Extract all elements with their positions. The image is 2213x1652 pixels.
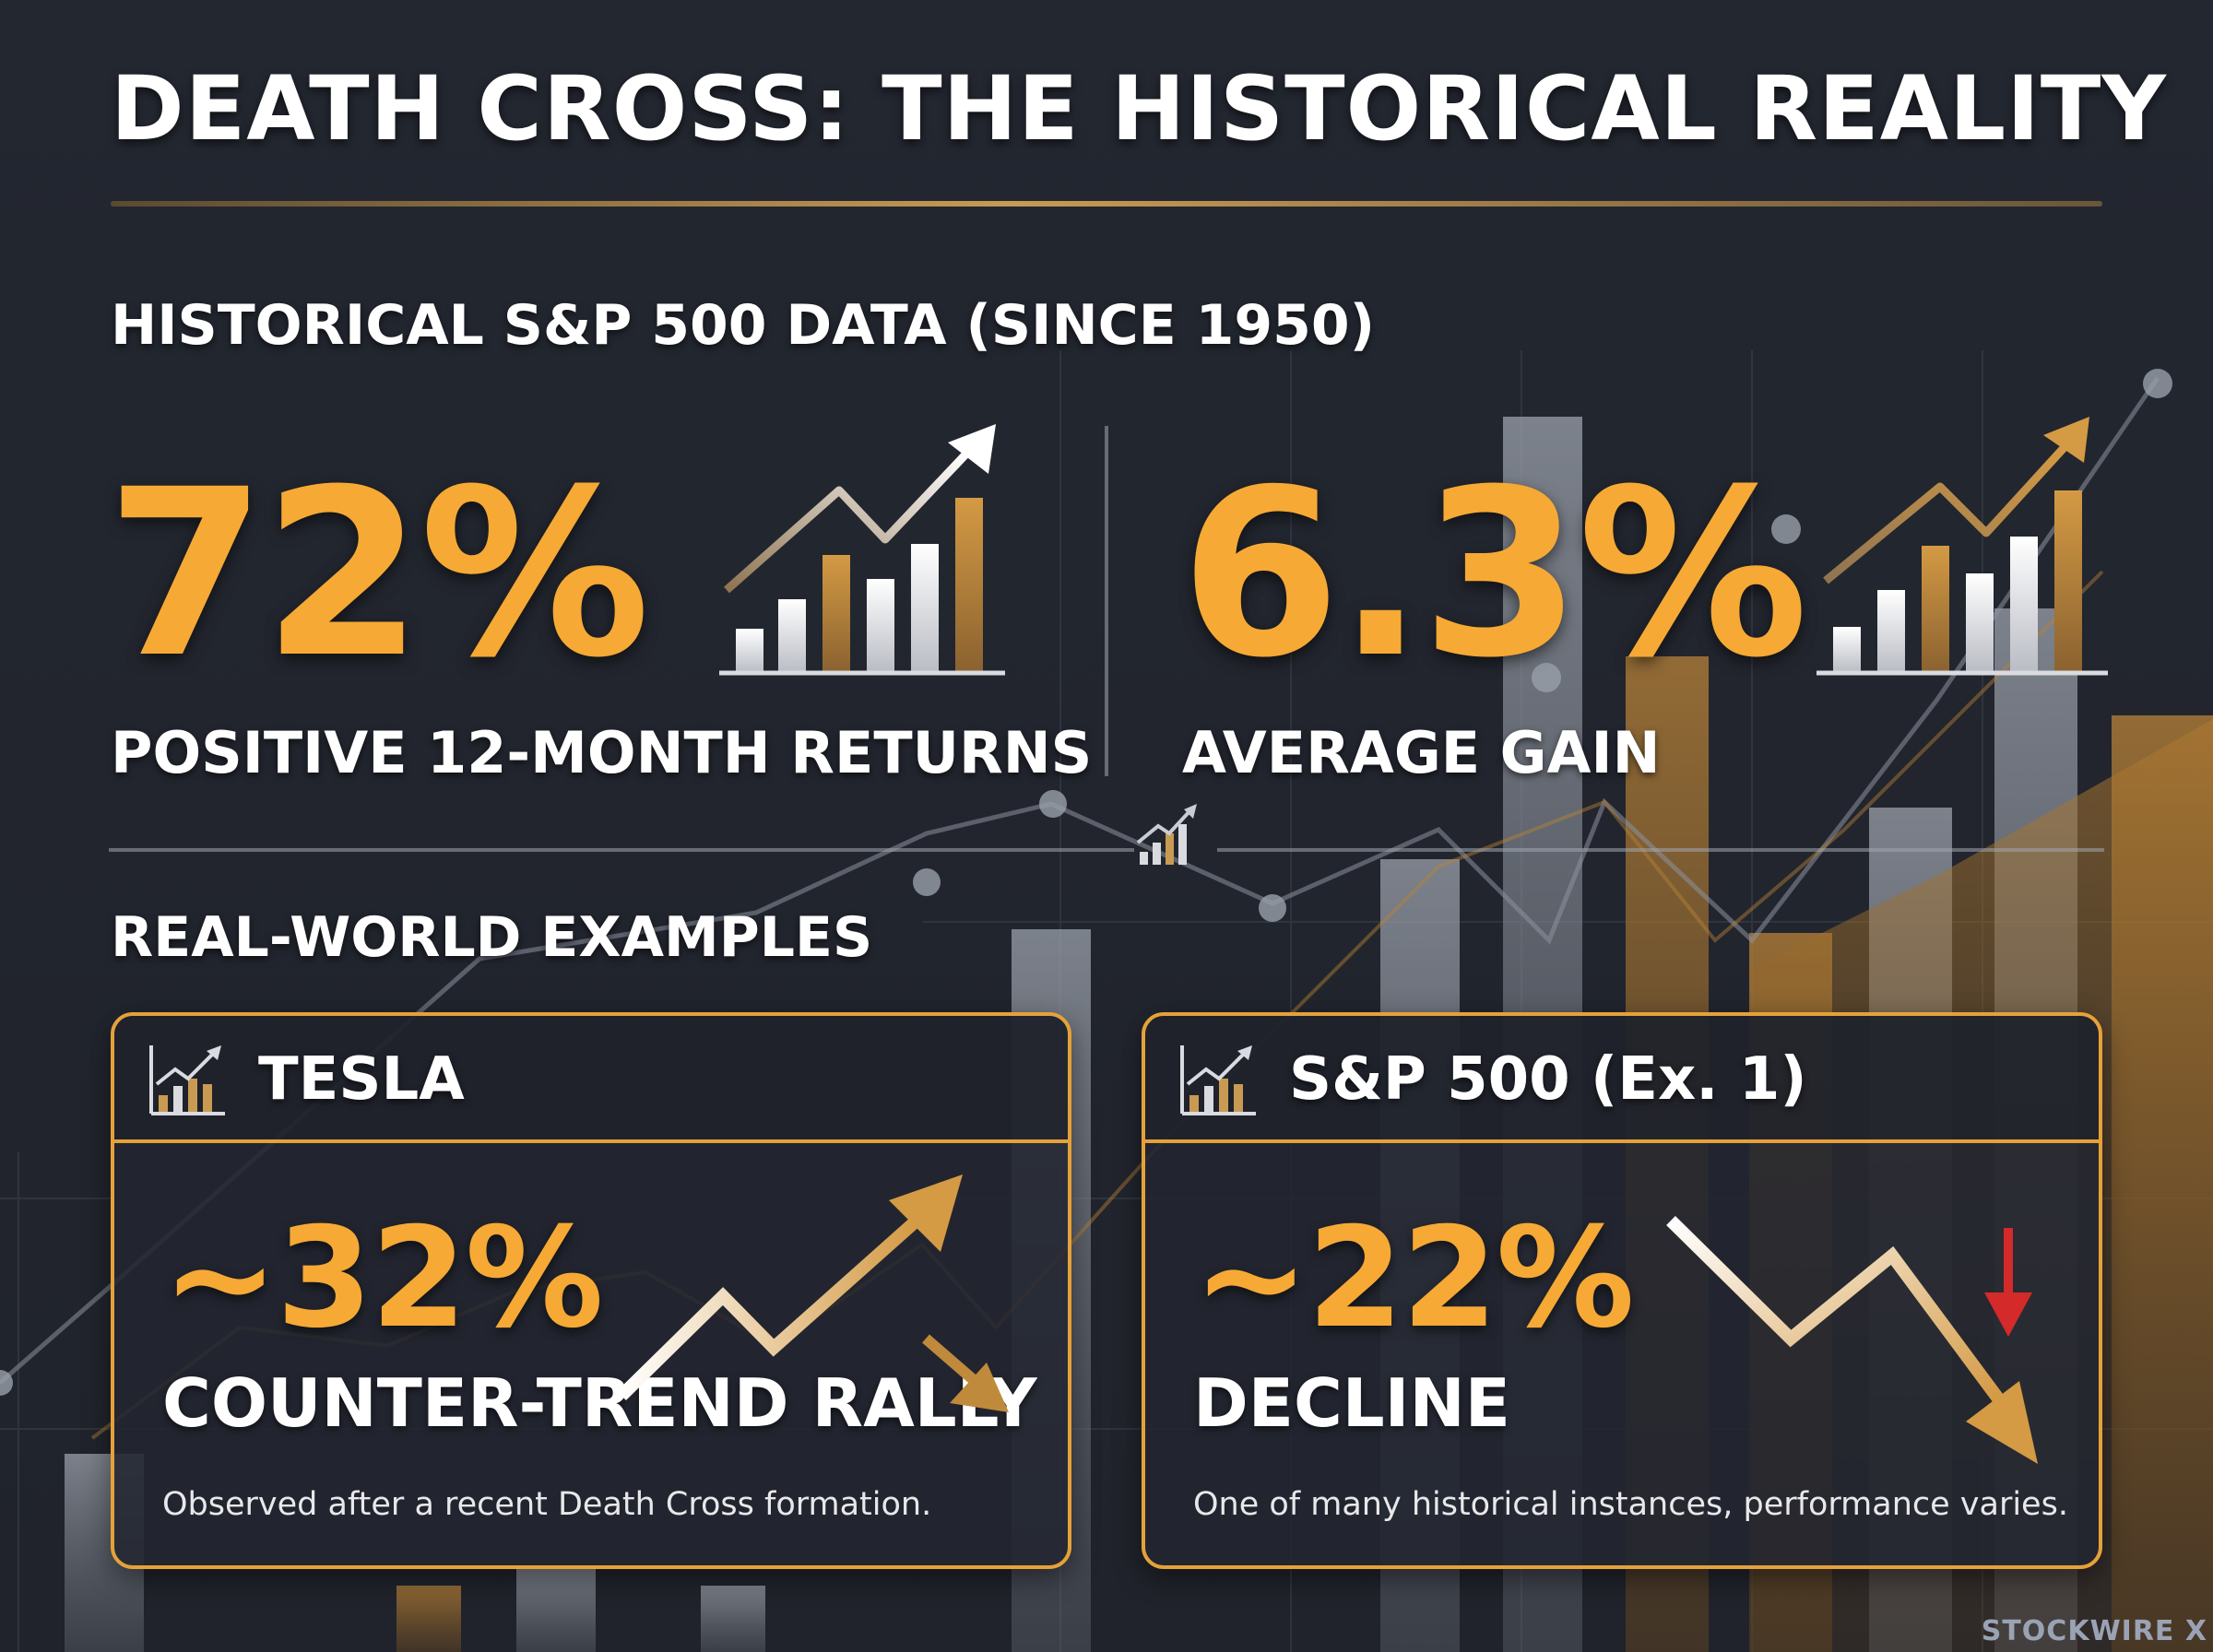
average-gain-label: AVERAGE GAIN bbox=[1182, 719, 1661, 786]
card-header: S&P 500 (Ex. 1) bbox=[1145, 1016, 2099, 1143]
card-note: Observed after a recent Death Cross form… bbox=[162, 1486, 932, 1523]
card-title: S&P 500 (Ex. 1) bbox=[1289, 1045, 1807, 1114]
rally-value: ~32% bbox=[162, 1198, 604, 1359]
section-divider-right bbox=[1217, 848, 2104, 852]
rally-label: COUNTER-TREND RALLY bbox=[162, 1364, 1037, 1442]
page-title: DEATH CROSS: THE HISTORICAL REALITY bbox=[111, 57, 2167, 160]
positive-returns-value: 72% bbox=[106, 440, 650, 708]
rising-bar-chart-icon bbox=[1817, 417, 2108, 676]
title-divider bbox=[111, 201, 2102, 206]
stats-divider bbox=[1105, 426, 1108, 776]
positive-returns-label: POSITIVE 12-MONTH RETURNS bbox=[111, 719, 1093, 786]
bar-chart-icon bbox=[149, 1045, 225, 1115]
up-trend-arrow-icon bbox=[617, 1174, 1009, 1412]
decline-label: DECLINE bbox=[1193, 1364, 1510, 1442]
section-divider-left bbox=[109, 848, 1134, 852]
example-card-tesla: TESLA ~32% COUNTER-TREND RALLY Observed … bbox=[111, 1012, 1071, 1569]
card-title: TESLA bbox=[258, 1045, 465, 1114]
small-bar-chart-icon bbox=[1136, 804, 1197, 865]
brand-watermark: STOCKWIRE X bbox=[1981, 1615, 2207, 1647]
bar-chart-icon bbox=[1180, 1045, 1256, 1115]
card-header: TESLA bbox=[114, 1016, 1068, 1143]
decline-value: ~22% bbox=[1193, 1198, 1635, 1359]
examples-heading: REAL-WORLD EXAMPLES bbox=[111, 905, 873, 970]
card-note: One of many historical instances, perfor… bbox=[1193, 1486, 2068, 1523]
average-gain-value: 6.3% bbox=[1180, 440, 1808, 708]
historical-heading: HISTORICAL S&P 500 DATA (SINCE 1950) bbox=[111, 293, 1376, 358]
down-trend-arrow-icon bbox=[1666, 1216, 2038, 1464]
rising-bar-chart-icon bbox=[719, 424, 1005, 676]
example-card-sp500: S&P 500 (Ex. 1) ~22% DECLINE One of many… bbox=[1142, 1012, 2102, 1569]
